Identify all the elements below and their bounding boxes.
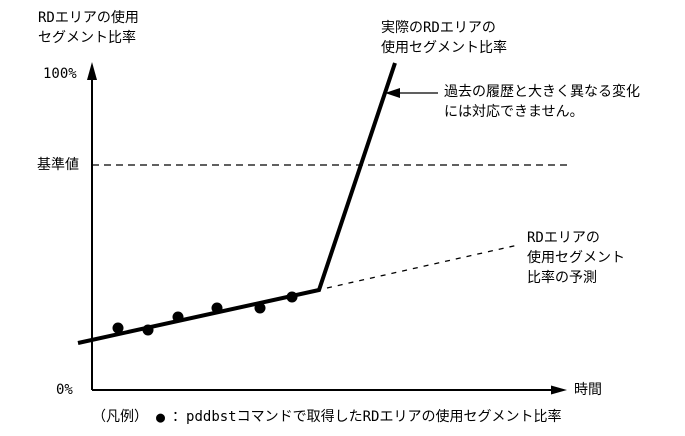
data-point-5	[254, 302, 266, 314]
prediction-line	[326, 244, 519, 289]
data-point-6	[286, 291, 298, 303]
data-point-4	[211, 302, 223, 314]
y-tick-reference-label: 基準値	[37, 157, 79, 173]
annotation-warning: 過去の履歴と大きく異なる変化 には対応できません。	[444, 84, 640, 120]
data-point-1	[112, 322, 124, 334]
y-axis-title: RDエリアの使用 セグメント比率	[38, 10, 139, 46]
x-axis-title: 時間	[574, 382, 602, 398]
y-axis-arrowhead	[87, 62, 97, 80]
annotation-prediction: RDエリアの 使用セグメント 比率の予測	[527, 230, 625, 286]
legend-dot-marker-icon: ●	[156, 408, 166, 426]
legend: （凡例） ● ：pddbstコマンドで取得したRDエリアの使用セグメント比率	[92, 407, 561, 427]
annotation-actual-line: 実際のRDエリアの 使用セグメント比率	[381, 20, 507, 56]
legend-prefix: （凡例）	[92, 409, 148, 425]
y-tick-0-label: 0%	[56, 382, 73, 398]
data-point-3	[172, 311, 184, 323]
warning-arrowhead	[385, 88, 400, 98]
actual-line	[77, 62, 397, 345]
x-axis-arrowhead	[551, 385, 567, 395]
data-point-2	[142, 324, 154, 336]
y-tick-100-label: 100%	[43, 66, 77, 82]
legend-text: ：pddbstコマンドで取得したRDエリアの使用セグメント比率	[172, 409, 562, 425]
